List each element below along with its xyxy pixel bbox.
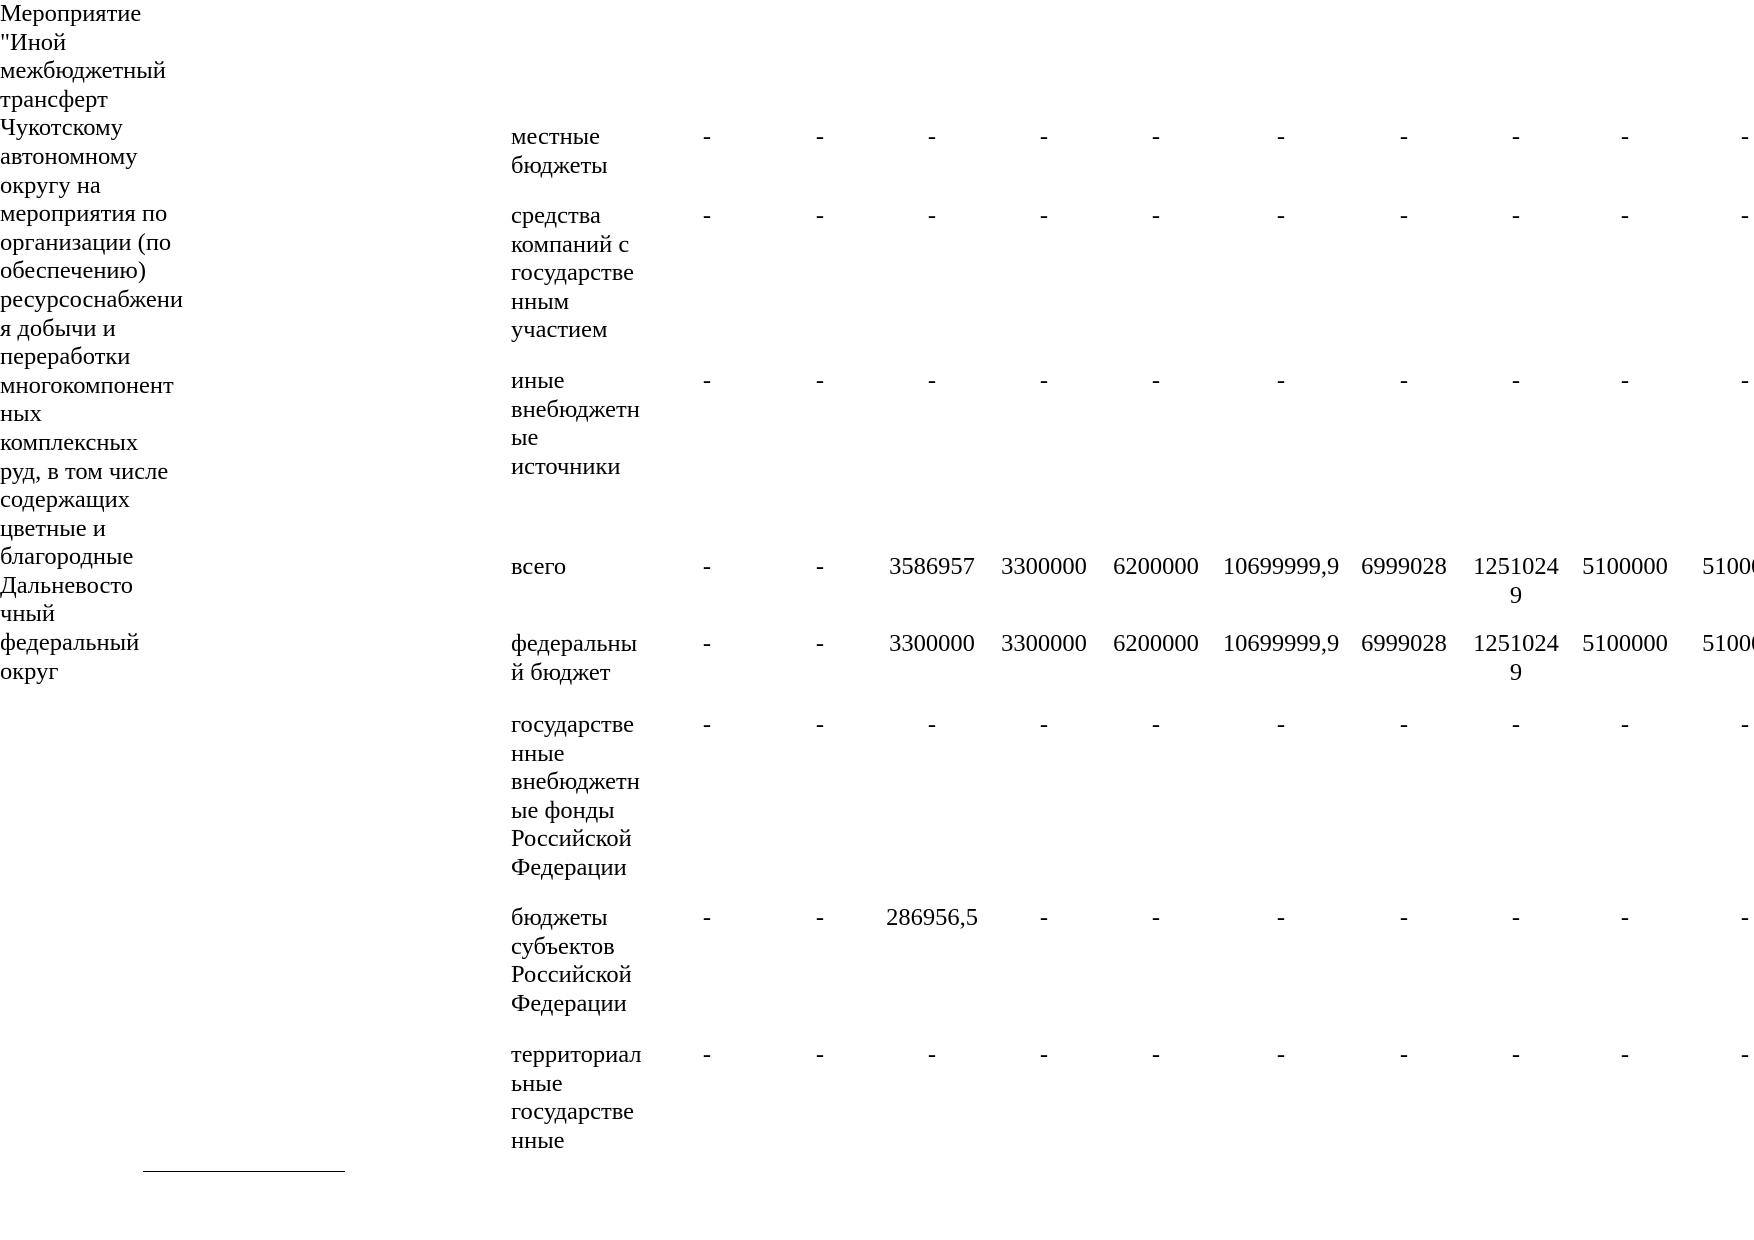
value-cell: - <box>1511 711 1521 738</box>
value-cell: - <box>815 711 825 738</box>
value-cell: - <box>1039 711 1049 738</box>
value-cell: - <box>1151 904 1161 931</box>
value-cell: - <box>1276 367 1286 394</box>
value-cell: - <box>1740 367 1750 394</box>
source-label: местные бюджеты <box>511 123 608 179</box>
value-cell: 6999028 <box>1361 553 1447 580</box>
value-cell: - <box>1039 123 1049 150</box>
value-cell: - <box>815 904 825 931</box>
value-cell: - <box>1620 711 1630 738</box>
value-cell: - <box>1276 1041 1286 1068</box>
value-cell: - <box>1151 202 1161 229</box>
value-cell: - <box>815 553 825 580</box>
value-cell: - <box>702 123 712 150</box>
value-cell: - <box>1039 904 1049 931</box>
value-cell: - <box>702 553 712 580</box>
value-cell: - <box>927 367 937 394</box>
value-cell: 3300000 <box>889 630 975 657</box>
value-cell: - <box>702 904 712 931</box>
value-cell: 5100000 <box>1582 630 1668 657</box>
value-cell: 3586957 <box>889 553 975 580</box>
value-cell: - <box>1511 367 1521 394</box>
value-cell: - <box>1151 123 1161 150</box>
value-cell: - <box>1151 1041 1161 1068</box>
value-cell: - <box>1399 367 1409 394</box>
source-label: федеральны й бюджет <box>511 630 638 686</box>
value-cell: - <box>702 367 712 394</box>
value-cell: 5100000 <box>1702 630 1754 657</box>
value-cell: - <box>1276 711 1286 738</box>
value-cell: 6999028 <box>1361 630 1447 657</box>
value-cell: - <box>927 711 937 738</box>
region-cell: Дальневосто чный федеральный округ <box>0 571 140 685</box>
value-cell: 5100000 <box>1582 553 1668 580</box>
value-cell: - <box>1151 711 1161 738</box>
value-cell: - <box>1620 367 1630 394</box>
value-cell: - <box>702 711 712 738</box>
value-cell: - <box>1740 202 1750 229</box>
value-cell: 5100000 <box>1702 553 1754 580</box>
value-cell: - <box>702 202 712 229</box>
value-cell: 1251024 9 <box>1473 630 1559 686</box>
value-cell: - <box>1740 1041 1750 1068</box>
value-cell: 3300000 <box>1001 630 1087 657</box>
source-label: государстве нные внебюджетн ые фонды Рос… <box>511 711 640 881</box>
value-cell: - <box>1039 1041 1049 1068</box>
value-cell: - <box>1620 1041 1630 1068</box>
source-label: бюджеты субъектов Российской Федерации <box>511 904 632 1017</box>
value-cell: - <box>927 202 937 229</box>
value-cell: 1251024 9 <box>1473 553 1559 609</box>
value-cell: - <box>1620 202 1630 229</box>
value-cell: - <box>815 123 825 150</box>
value-cell: - <box>815 367 825 394</box>
source-label: иные внебюджетн ые источники <box>511 367 640 480</box>
value-cell: 3300000 <box>1001 553 1087 580</box>
value-cell: - <box>1276 123 1286 150</box>
footnote-separator <box>143 1171 345 1172</box>
value-cell: - <box>1151 367 1161 394</box>
source-label: территориал ьные государстве нные <box>511 1041 642 1154</box>
value-cell: - <box>1511 904 1521 931</box>
value-cell: 6200000 <box>1113 553 1199 580</box>
value-cell: - <box>1399 904 1409 931</box>
value-cell: 10699999,9 <box>1222 553 1340 580</box>
value-cell: - <box>1399 202 1409 229</box>
value-cell: - <box>1039 367 1049 394</box>
value-cell: - <box>1620 904 1630 931</box>
source-label: средства компаний с государстве нным уча… <box>511 202 635 344</box>
value-cell: - <box>1740 123 1750 150</box>
value-cell: - <box>927 123 937 150</box>
value-cell: - <box>1620 123 1630 150</box>
value-cell: - <box>1399 1041 1409 1068</box>
value-cell: - <box>702 1041 712 1068</box>
value-cell: - <box>1276 202 1286 229</box>
value-cell: - <box>1399 123 1409 150</box>
value-cell: - <box>1511 1041 1521 1068</box>
value-cell: - <box>927 1041 937 1068</box>
value-cell: 6200000 <box>1113 630 1199 657</box>
value-cell: - <box>702 630 712 657</box>
value-cell: - <box>1511 202 1521 229</box>
value-cell: 286956,5 <box>886 904 978 931</box>
value-cell: - <box>1039 202 1049 229</box>
event-name-cell: Мероприятие "Иной межбюджетный трансферт… <box>0 0 183 571</box>
value-cell: - <box>1740 904 1750 931</box>
value-cell: - <box>815 202 825 229</box>
value-cell: - <box>1511 123 1521 150</box>
value-cell: - <box>1740 711 1750 738</box>
source-label: всего <box>511 553 567 580</box>
value-cell: - <box>1276 904 1286 931</box>
value-cell: - <box>815 630 825 657</box>
value-cell: - <box>1399 711 1409 738</box>
value-cell: 10699999,9 <box>1222 630 1340 657</box>
value-cell: - <box>815 1041 825 1068</box>
